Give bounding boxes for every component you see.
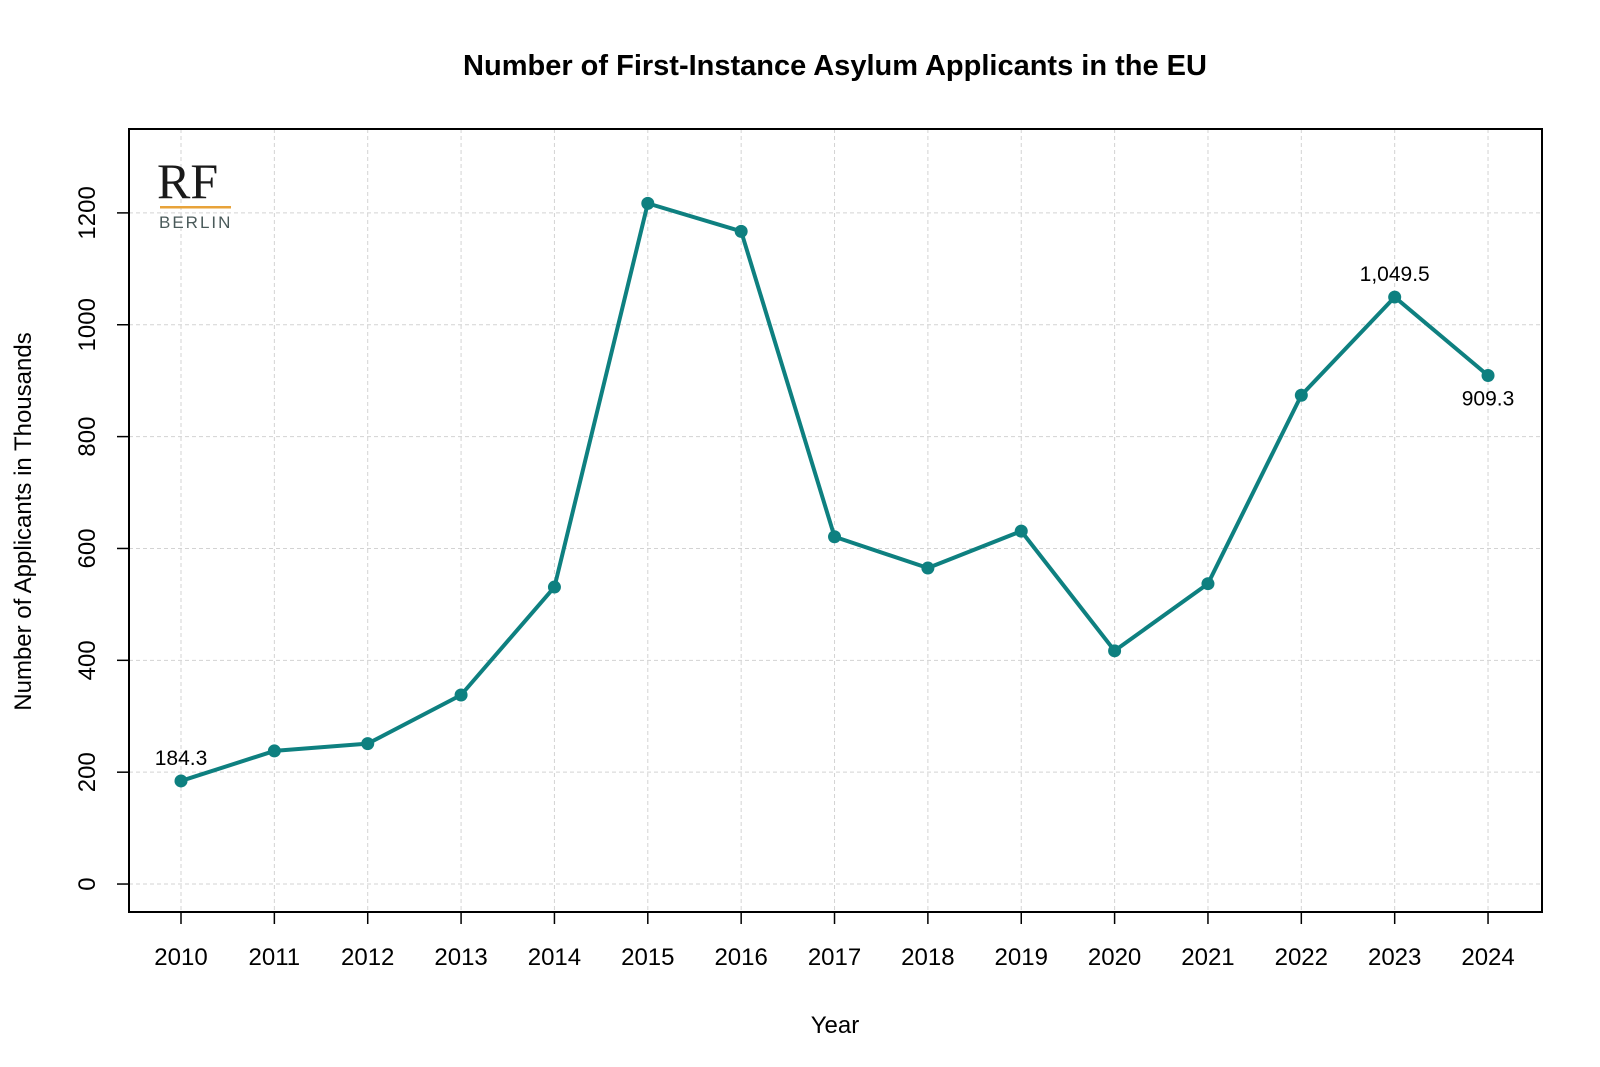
data-point [641,196,655,210]
x-axis-label: Year [811,1012,860,1039]
data-point [1388,290,1402,304]
grid [129,129,1542,912]
x-tick-label: 2021 [1181,944,1234,971]
y-tick-label: 1000 [74,298,101,351]
x-tick-label: 2020 [1088,944,1141,971]
data-point [828,530,842,544]
axes: 2010 2011 2012 2013 2014 2015 2016 2017 2018 2019… [74,186,1515,971]
data-point [267,744,281,758]
y-tick-label: 400 [74,640,101,680]
y-tick-label: 600 [74,528,101,568]
data-point [174,774,188,788]
x-tick-label: 2022 [1275,944,1328,971]
rf-berlin-logo: RF BERLIN [157,153,232,232]
x-tick-label: 2017 [808,944,861,971]
y-tick-label: 200 [74,752,101,792]
data-points [174,196,1495,788]
data-labels: 184.3 1,049.5 909.3 [155,263,1515,770]
plot-frame [128,128,1543,913]
logo-sub-text: BERLIN [159,213,232,232]
data-point [454,688,468,702]
x-tick-label: 2016 [714,944,767,971]
y-tick-label: 1200 [74,186,101,239]
data-point [547,580,561,594]
data-point [1294,388,1308,402]
data-point [361,737,375,751]
chart-title: Number of First-Instance Asylum Applican… [463,50,1207,82]
logo-accent-rule [160,206,231,209]
x-tick-label: 2024 [1461,944,1514,971]
data-point [1201,577,1215,591]
data-label: 909.3 [1462,387,1515,410]
x-tick-label: 2012 [341,944,394,971]
data-point [1108,644,1122,658]
x-tick-label: 2014 [528,944,581,971]
logo-main-text: RF [157,153,218,209]
data-point [921,561,935,575]
x-tick-label: 2011 [249,944,301,971]
data-point [1014,524,1028,538]
x-tick-label: 2023 [1368,944,1421,971]
x-tick-label: 2010 [154,944,207,971]
data-point [1481,368,1495,382]
x-tick-label: 2019 [995,944,1048,971]
data-label: 1,049.5 [1360,263,1430,286]
x-tick-label: 2013 [434,944,487,971]
x-tick-label: 2018 [901,944,954,971]
y-tick-label: 0 [74,877,101,890]
data-point [734,224,748,238]
x-tick-label: 2015 [621,944,674,971]
y-axis-label: Number of Applicants in Thousands [10,332,37,710]
data-label: 184.3 [155,747,208,770]
y-tick-label: 800 [74,417,101,457]
